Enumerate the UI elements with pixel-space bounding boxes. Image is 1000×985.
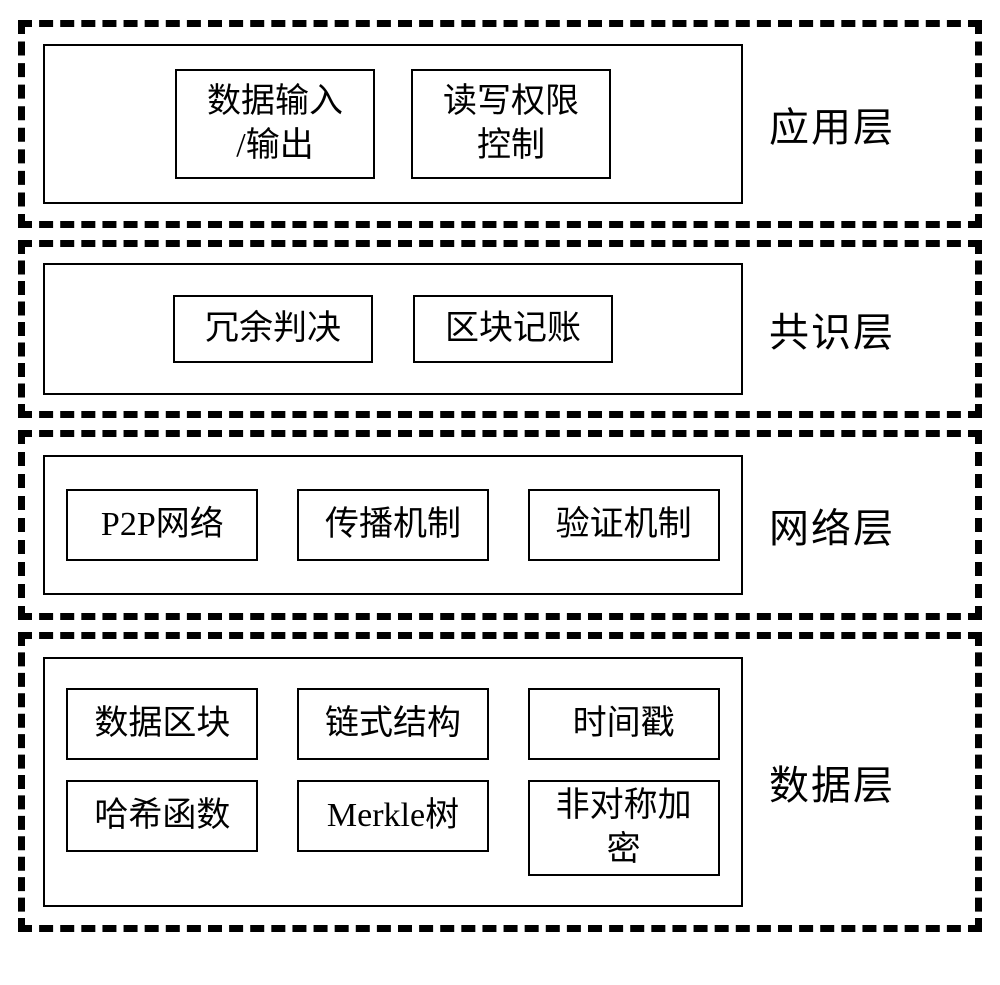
cell-text: 密 [607, 828, 641, 872]
layer-consensus: 冗余判决 区块记账 共识层 [18, 240, 982, 418]
cell-text: 时间戳 [573, 702, 675, 746]
cell-text: 数据区块 [94, 702, 230, 746]
cell-p2p-network: P2P网络 [66, 489, 258, 561]
layer-network-box: P2P网络 传播机制 验证机制 [43, 455, 743, 595]
cell-text: 链式结构 [325, 702, 461, 746]
cell-redundancy-verdict: 冗余判决 [173, 295, 373, 363]
layer-label-application: 应用层 [769, 95, 895, 153]
cell-block-accounting: 区块记账 [413, 295, 613, 363]
layer-label-network: 网络层 [769, 496, 895, 554]
cell-text: P2P网络 [101, 503, 224, 547]
layer-data: 数据区块 链式结构 时间戳 哈希函数 Merkle树 非对称加 密 数据层 [18, 632, 982, 932]
cell-text: /输出 [236, 124, 313, 168]
cell-timestamp: 时间戳 [528, 688, 720, 760]
cell-verification: 验证机制 [528, 489, 720, 561]
cell-asymmetric-encryption: 非对称加 密 [528, 780, 720, 876]
cell-text: 数据输入 [207, 80, 343, 124]
cell-chain-structure: 链式结构 [297, 688, 489, 760]
cell-rw-permission: 读写权限 控制 [411, 69, 611, 179]
layer-data-box: 数据区块 链式结构 时间戳 哈希函数 Merkle树 非对称加 密 [43, 657, 743, 907]
cell-text: 传播机制 [325, 503, 461, 547]
layer-label-data: 数据层 [769, 753, 895, 811]
cell-text: 控制 [477, 124, 545, 168]
cell-merkle-tree: Merkle树 [297, 780, 489, 852]
cell-data-io: 数据输入 /输出 [175, 69, 375, 179]
layer-application-box: 数据输入 /输出 读写权限 控制 [43, 44, 743, 204]
cell-text: 读写权限 [443, 80, 579, 124]
layer-consensus-box: 冗余判决 区块记账 [43, 263, 743, 395]
layer-application: 数据输入 /输出 读写权限 控制 应用层 [18, 20, 982, 228]
cell-text: 验证机制 [556, 503, 692, 547]
cell-text: 冗余判决 [205, 307, 341, 351]
cell-text: 区块记账 [445, 307, 581, 351]
cell-text: Merkle树 [327, 794, 459, 838]
cell-data-block: 数据区块 [66, 688, 258, 760]
cell-text: 哈希函数 [94, 794, 230, 838]
layer-label-consensus: 共识层 [769, 300, 895, 358]
cell-propagation: 传播机制 [297, 489, 489, 561]
layer-network: P2P网络 传播机制 验证机制 网络层 [18, 430, 982, 620]
cell-hash-function: 哈希函数 [66, 780, 258, 852]
cell-text: 非对称加 [556, 784, 692, 828]
